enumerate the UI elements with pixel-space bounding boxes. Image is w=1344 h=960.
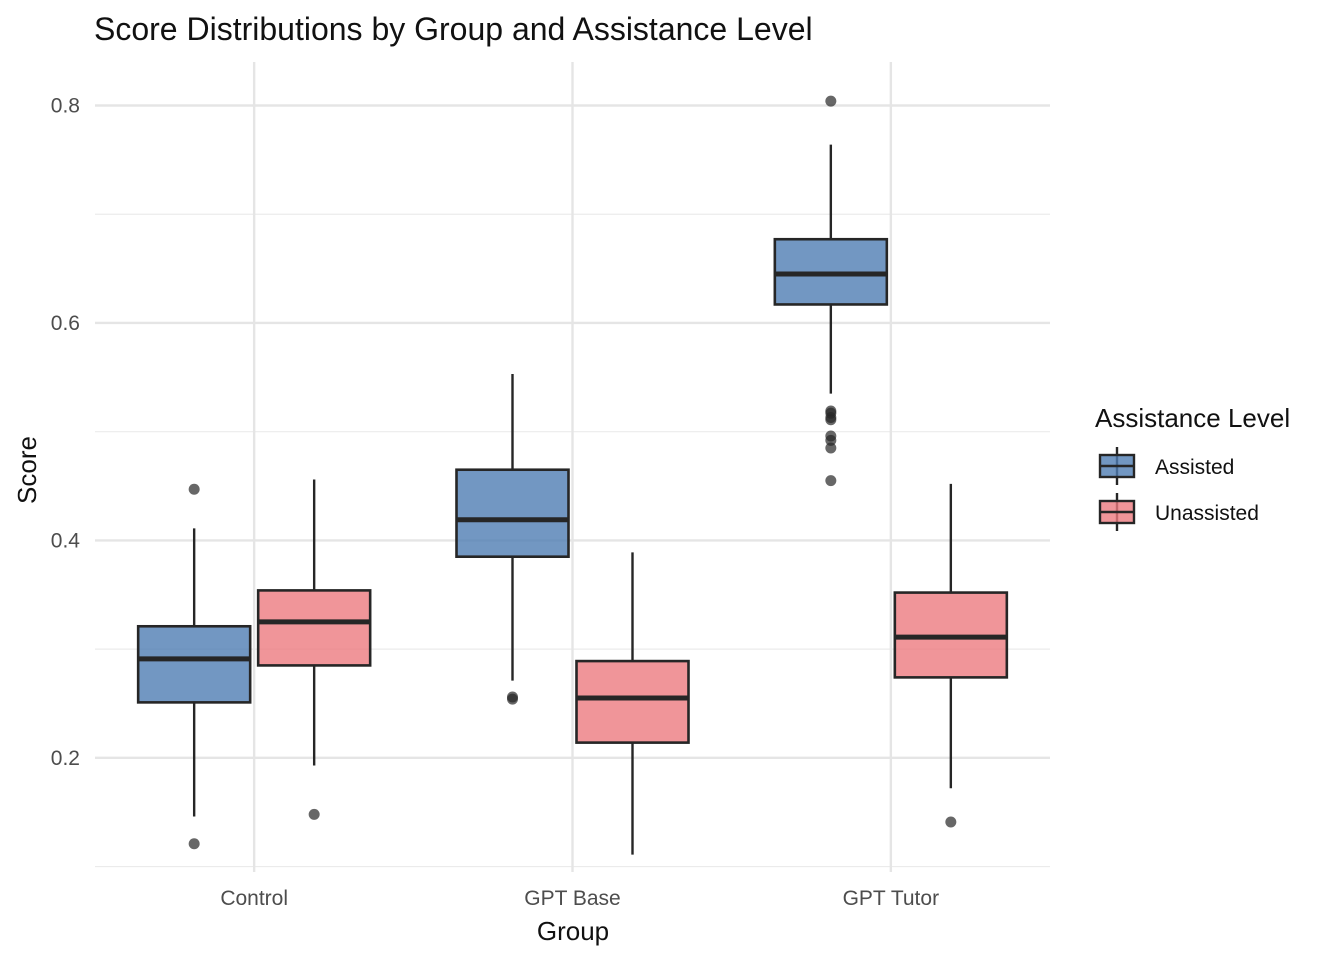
box-unassisted-gpt-base	[575, 659, 690, 744]
x-axis: Control GPT Base GPT Tutor	[220, 887, 939, 910]
box-assisted-gpt-base	[455, 468, 570, 558]
y-tick-label: 0.8	[51, 94, 80, 117]
x-tick-label: Control	[220, 887, 288, 910]
legend: Assistance Level Assisted Unassisted	[1095, 403, 1290, 531]
legend-item-assisted: Assisted	[1098, 447, 1234, 485]
outlier-point	[825, 95, 837, 107]
legend-label: Assisted	[1155, 456, 1234, 479]
box-unassisted-control	[256, 589, 372, 667]
outlier-point	[507, 691, 518, 703]
legend-label: Unassisted	[1155, 502, 1259, 525]
chart-title: Score Distributions by Group and Assista…	[94, 11, 813, 47]
outlier-point	[188, 838, 200, 850]
legend-item-unassisted: Unassisted	[1098, 493, 1259, 531]
y-axis-title: Score	[12, 436, 42, 504]
y-tick-label: 0.2	[51, 747, 80, 770]
y-axis: 0.2 0.4 0.6 0.8	[51, 94, 81, 769]
outlier-point	[825, 405, 837, 417]
x-tick-label: GPT Base	[524, 887, 621, 910]
outlier-point	[308, 808, 320, 820]
box-assisted-control	[136, 624, 252, 704]
y-tick-label: 0.6	[51, 312, 80, 335]
y-tick-label: 0.4	[51, 529, 81, 552]
legend-items: Assisted Unassisted	[1098, 447, 1259, 531]
grid-layer	[95, 62, 1050, 872]
outlier-point	[825, 442, 837, 454]
legend-title: Assistance Level	[1095, 403, 1290, 433]
outliers-layer	[188, 95, 957, 850]
outlier-point	[825, 430, 837, 442]
x-tick-label: GPT Tutor	[843, 887, 939, 910]
outlier-point	[188, 483, 200, 495]
x-axis-title: Group	[537, 916, 609, 946]
outlier-point	[825, 475, 837, 487]
outlier-point	[945, 816, 957, 828]
boxes-layer	[136, 144, 1009, 855]
